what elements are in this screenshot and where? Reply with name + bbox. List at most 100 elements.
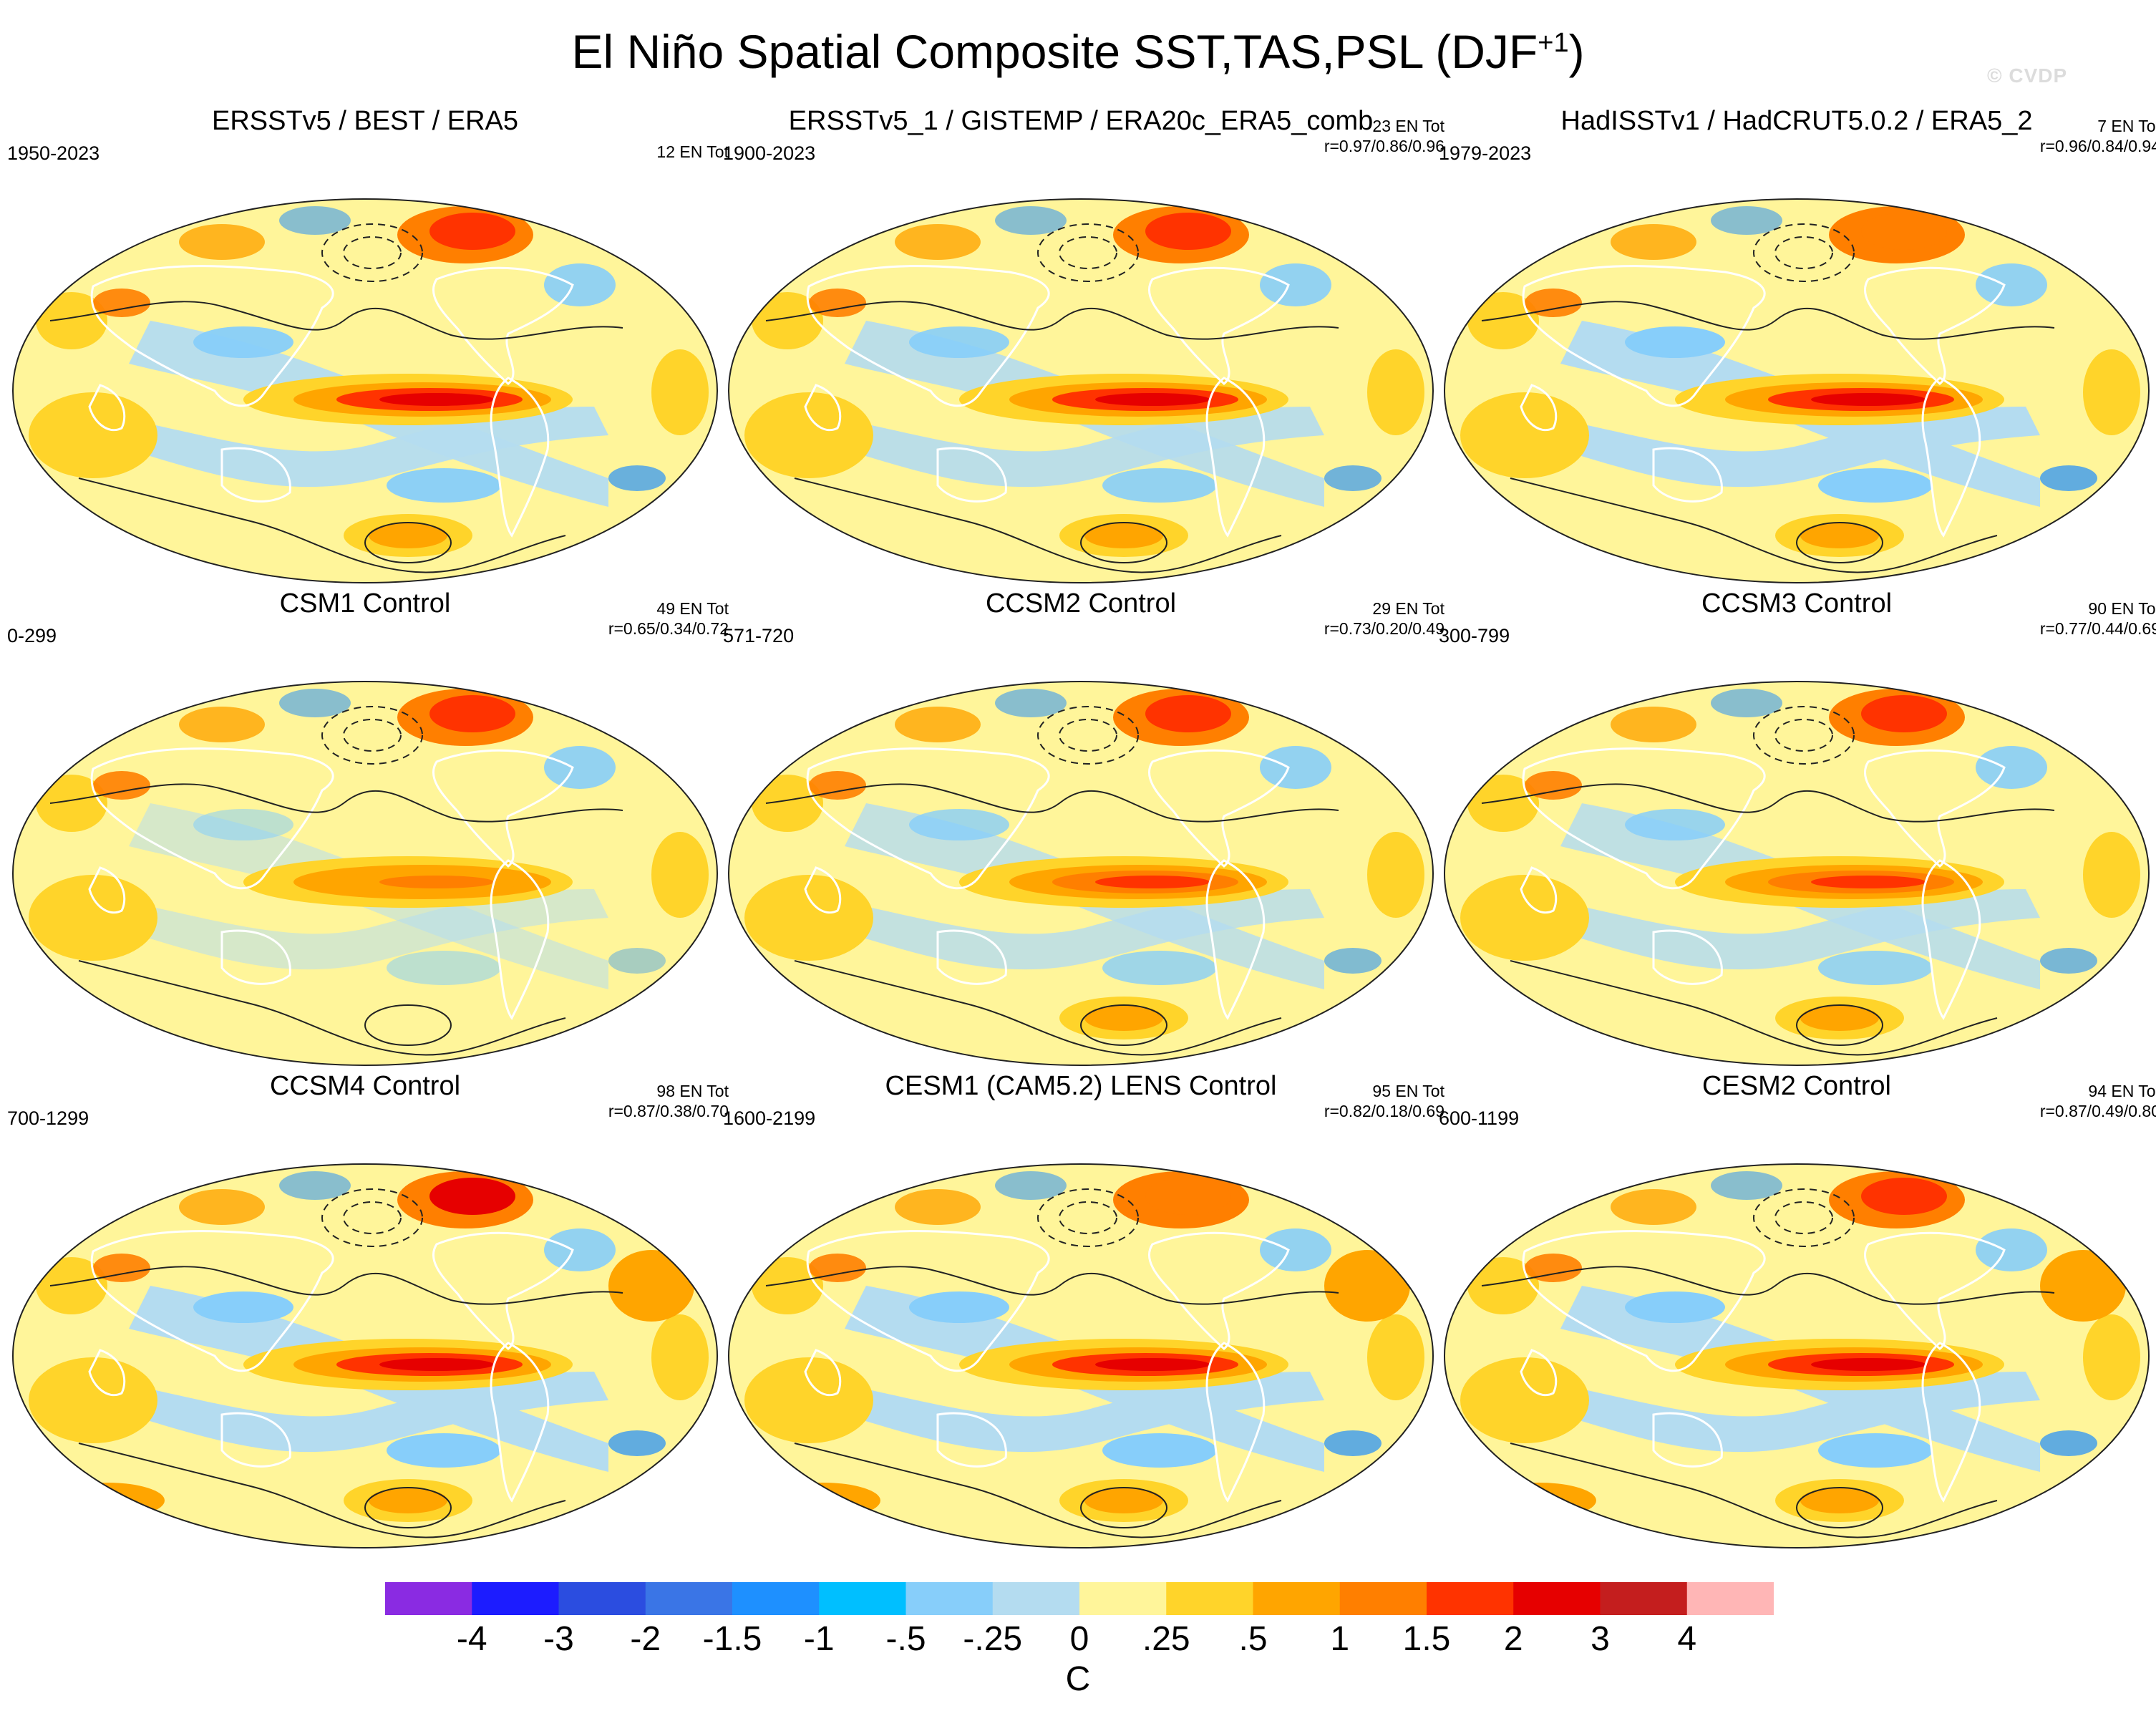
- panel-6: CCSM3 Control 300-799 90 EN Tot r=0.77/0.…: [1439, 588, 2156, 1075]
- panel-period: 571-720: [723, 625, 795, 646]
- figure-title-superscript: +1: [1538, 28, 1569, 58]
- panel-period: 1900-2023: [723, 142, 816, 164]
- event-count: 7 EN Tot: [2097, 117, 2156, 135]
- panel-stats: 29 EN Tot r=0.73/0.20/0.49: [1324, 598, 1444, 639]
- colorbar-tick-label: -3: [543, 1620, 574, 1658]
- correlation: r=0.97/0.86/0.96: [1324, 137, 1444, 155]
- colorbar-swatch: [1166, 1582, 1253, 1615]
- panel-stats: 94 EN Tot r=0.87/0.49/0.80: [2040, 1081, 2156, 1121]
- map-panel-3: [1444, 198, 2150, 583]
- correlation: r=0.73/0.20/0.49: [1324, 619, 1444, 638]
- panel-period: 700-1299: [7, 1107, 89, 1129]
- event-count: 95 EN Tot: [1372, 1082, 1444, 1100]
- map-panel-9: [1444, 1163, 2150, 1548]
- correlation: r=0.77/0.44/0.69: [2039, 619, 2156, 638]
- event-count: 90 EN Tot: [2088, 599, 2156, 618]
- panel-3: HadISSTv1 / HadCRUT5.0.2 / ERA5_2 1979-2…: [1439, 106, 2156, 593]
- panel-period: 1979-2023: [1439, 142, 1532, 164]
- panel-5: CCSM2 Control 571-720 29 EN Tot r=0.73/0.…: [723, 588, 1444, 1075]
- sst-anomaly-field: [13, 1164, 717, 1548]
- colorbar-tick-label: 1.5: [1402, 1620, 1451, 1658]
- map-panel-7: [12, 1163, 718, 1548]
- panel-stats: 90 EN Tot r=0.77/0.44/0.69: [2040, 598, 2156, 639]
- map-panel-1: [12, 198, 718, 583]
- colorbar-swatch: [992, 1582, 1080, 1615]
- colorbar-tick-label: -1.5: [702, 1620, 762, 1658]
- event-count: 29 EN Tot: [1372, 599, 1444, 618]
- sst-anomaly-field: [13, 682, 717, 1065]
- watermark: © CVDP: [1987, 64, 2068, 87]
- panel-title: HadISSTv1 / HadCRUT5.0.2 / ERA5_2: [1560, 106, 2033, 136]
- colorbar-swatch: [905, 1582, 994, 1615]
- figure-title-end: ): [1568, 25, 1585, 78]
- event-count: 98 EN Tot: [656, 1082, 729, 1100]
- correlation: r=0.87/0.38/0.70: [608, 1102, 729, 1120]
- panel-title: CESM2 Control: [1702, 1071, 1891, 1101]
- panel-stats: 23 EN Tot r=0.97/0.86/0.96: [1324, 116, 1444, 156]
- panel-title: CSM1 Control: [279, 588, 451, 619]
- colorbar-swatch: [385, 1582, 472, 1615]
- panel-title: CCSM2 Control: [985, 588, 1177, 619]
- colorbar-swatch: [1600, 1582, 1688, 1615]
- panel-title: ERSSTv5 / BEST / ERA5: [211, 106, 518, 136]
- panel-period: 300-799: [1439, 625, 1510, 646]
- correlation: r=0.87/0.49/0.80: [2039, 1102, 2156, 1120]
- panel-4: CSM1 Control 0-299 49 EN Tot r=0.65/0.34/…: [7, 588, 729, 1075]
- sst-anomaly-field: [729, 1164, 1433, 1548]
- map-panel-4: [12, 681, 718, 1066]
- figure-title-main: El Niño Spatial Composite SST,TAS,PSL (D…: [571, 25, 1538, 78]
- colorbar-tick-label: -1: [803, 1620, 835, 1658]
- event-count: 23 EN Tot: [1372, 117, 1444, 135]
- colorbar-swatch: [1686, 1582, 1774, 1615]
- sst-anomaly-field: [13, 199, 717, 583]
- panel-8: CESM1 (CAM5.2) LENS Control 1600-2199 95…: [723, 1071, 1444, 1558]
- sst-anomaly-field: [1444, 1164, 2149, 1548]
- colorbar: [385, 1582, 1774, 1615]
- colorbar-tick-label: -2: [630, 1620, 661, 1658]
- panel-title: CCSM4 Control: [269, 1071, 461, 1101]
- sst-anomaly-field: [729, 199, 1433, 583]
- panel-period: 1950-2023: [7, 142, 100, 164]
- colorbar-swatch: [558, 1582, 646, 1615]
- colorbar-tick-label: 4: [1677, 1620, 1697, 1658]
- panel-period: 0-299: [7, 625, 57, 646]
- correlation: r=0.82/0.18/0.69: [1324, 1102, 1444, 1120]
- figure-title: El Niño Spatial Composite SST,TAS,PSL (D…: [0, 23, 2156, 80]
- map-panel-2: [728, 198, 1434, 583]
- panel-title: ERSSTv5_1 / GISTEMP / ERA20c_ERA5_comb: [788, 106, 1374, 136]
- colorbar-tick-label: 1: [1330, 1620, 1350, 1658]
- colorbar-swatch: [472, 1582, 559, 1615]
- sst-anomaly-field: [729, 682, 1433, 1065]
- colorbar-tick-label: .5: [1238, 1620, 1268, 1658]
- panel-stats: 95 EN Tot r=0.82/0.18/0.69: [1324, 1081, 1444, 1121]
- panel-7: CCSM4 Control 700-1299 98 EN Tot r=0.87/0…: [7, 1071, 729, 1558]
- correlation: r=0.65/0.34/0.72: [608, 619, 729, 638]
- colorbar-tick-label: -.25: [963, 1620, 1023, 1658]
- event-count: 94 EN Tot: [2088, 1082, 2156, 1100]
- panel-period: 600-1199: [1439, 1107, 1520, 1129]
- map-panel-6: [1444, 681, 2150, 1066]
- panel-2: ERSSTv5_1 / GISTEMP / ERA20c_ERA5_comb 1…: [723, 106, 1444, 593]
- colorbar-tick-label: 2: [1503, 1620, 1523, 1658]
- sst-anomaly-field: [1444, 199, 2149, 583]
- panel-title: CESM1 (CAM5.2) LENS Control: [885, 1071, 1277, 1101]
- panel-9: CESM2 Control 600-1199 94 EN Tot r=0.87/0…: [1439, 1071, 2156, 1558]
- panel-stats: 98 EN Tot r=0.87/0.38/0.70: [608, 1081, 729, 1121]
- colorbar-swatch: [1079, 1582, 1167, 1615]
- map-panel-5: [728, 681, 1434, 1066]
- panel-period: 1600-2199: [723, 1107, 816, 1129]
- panel-stats: 7 EN Tot r=0.96/0.84/0.94: [2040, 116, 2156, 156]
- panel-1: ERSSTv5 / BEST / ERA5 1950-2023 12 EN To…: [7, 106, 729, 593]
- colorbar-swatch: [645, 1582, 733, 1615]
- colorbar-tick-label: -4: [456, 1620, 487, 1658]
- panel-title: CCSM3 Control: [1701, 588, 1893, 619]
- map-panel-8: [728, 1163, 1434, 1548]
- colorbar-tick-label: .25: [1142, 1620, 1190, 1658]
- colorbar-swatch: [1253, 1582, 1341, 1615]
- correlation: r=0.96/0.84/0.94: [2039, 137, 2156, 155]
- colorbar-swatch: [819, 1582, 906, 1615]
- colorbar-tick-label: 0: [1069, 1620, 1089, 1658]
- event-count: 49 EN Tot: [656, 599, 729, 618]
- colorbar-swatch: [732, 1582, 820, 1615]
- colorbar-swatch: [1339, 1582, 1427, 1615]
